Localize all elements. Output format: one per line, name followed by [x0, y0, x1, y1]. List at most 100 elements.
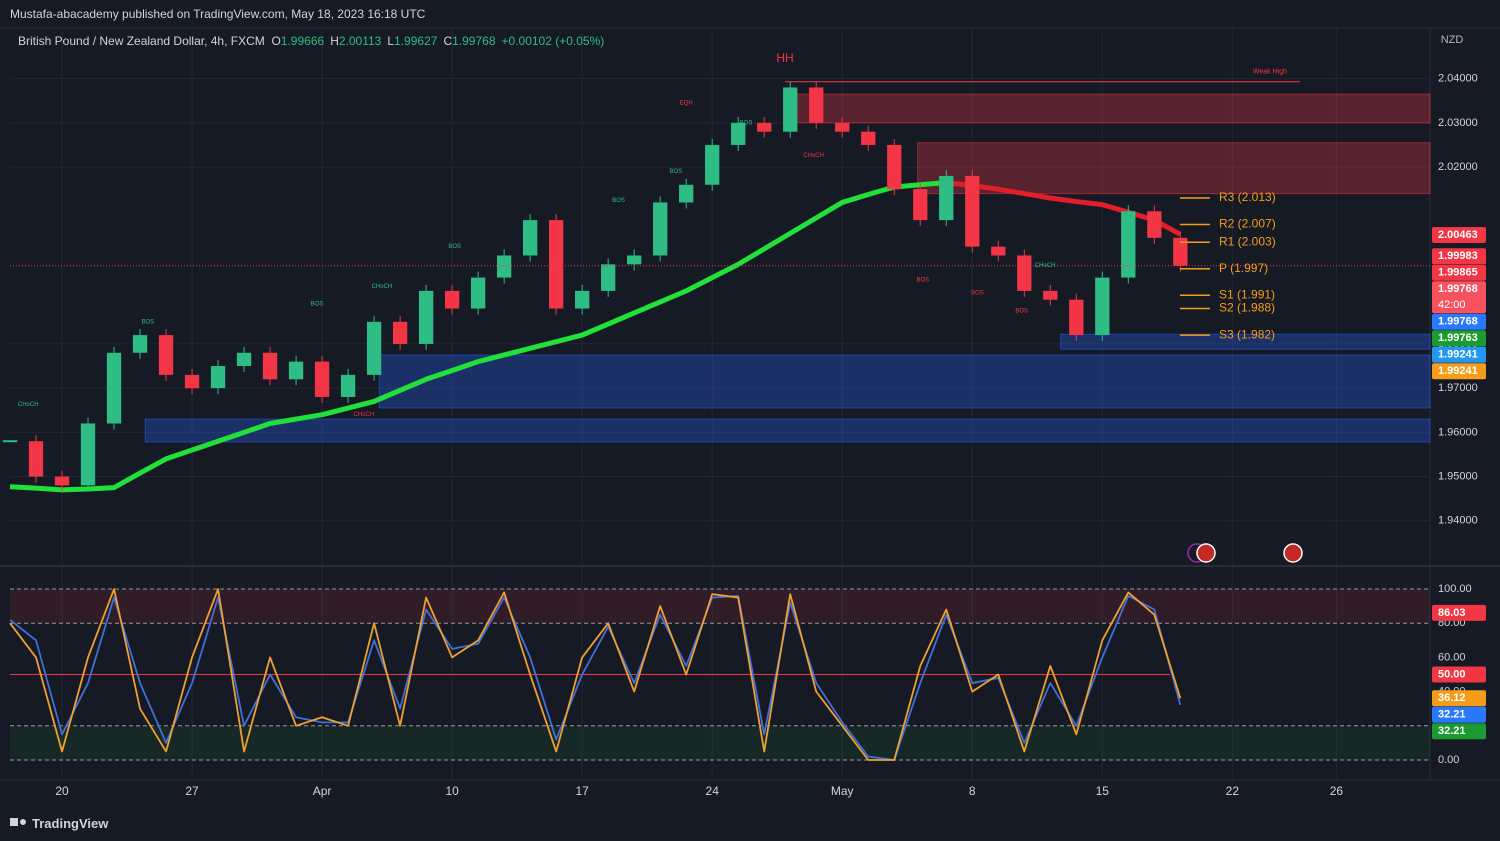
- y-tick-label: 2.02000: [1438, 161, 1478, 173]
- weak-high-label: Weak High: [1253, 69, 1287, 76]
- pivot-label: S3 (1.982): [1219, 327, 1275, 341]
- candle: [522, 220, 538, 256]
- candle: [418, 290, 434, 344]
- candle: [1017, 255, 1032, 291]
- structure-label: CHoCH: [372, 284, 393, 290]
- price-tag: [1432, 346, 1486, 363]
- candle: [262, 352, 278, 380]
- moving-average: [945, 180, 1182, 237]
- candle: [54, 476, 70, 486]
- price-tag-label: 2.00463: [1438, 229, 1478, 241]
- zone: [784, 93, 1431, 124]
- candle: [184, 374, 200, 389]
- price-tag: [1432, 248, 1486, 265]
- zone: [1060, 333, 1431, 350]
- y-tick-label: 1.96000: [1438, 426, 1478, 438]
- ohlc-value: 1.99627: [394, 34, 438, 48]
- structure-label: CHoCH: [1035, 263, 1056, 269]
- x-tick-label: 27: [185, 784, 199, 798]
- x-tick-label: May: [831, 784, 854, 798]
- price-tag-label: 1.99865: [1438, 267, 1478, 279]
- price-tag: [1432, 313, 1486, 330]
- candle: [366, 321, 382, 375]
- ohlc-key: L: [387, 34, 395, 48]
- candle: [757, 122, 772, 132]
- ohlc-key: C: [443, 34, 453, 48]
- y-tick-label: 60.00: [1438, 651, 1466, 663]
- candle: [106, 352, 122, 424]
- structure-label: BOS: [669, 169, 682, 175]
- candle: [1095, 277, 1110, 336]
- price-tag-label: 1.99241: [1438, 349, 1478, 361]
- symbol-legend: British Pound / New Zealand Dollar, 4h, …: [18, 34, 610, 48]
- candle: [80, 423, 96, 486]
- candle: [861, 131, 876, 145]
- x-tick-label: 20: [55, 784, 69, 798]
- symbol: British Pound / New Zealand Dollar, 4h, …: [18, 34, 265, 48]
- moving-average: [9, 180, 947, 493]
- x-tick-label: 15: [1096, 784, 1110, 798]
- candle: [1121, 211, 1136, 278]
- y-tick-label: 100.00: [1438, 583, 1472, 595]
- candle: [887, 144, 902, 190]
- structure-label: CHoCH: [803, 153, 824, 159]
- logo-part: [10, 818, 18, 826]
- structure-label: EQH: [680, 101, 693, 107]
- pivot-label: S1 (1.991): [1219, 287, 1275, 301]
- candle: [991, 246, 1006, 256]
- value-tag-label: 86.03: [1438, 607, 1466, 619]
- candle: [835, 122, 850, 132]
- x-tick-label: Apr: [313, 784, 332, 798]
- candle: [731, 122, 746, 145]
- candle: [965, 175, 980, 247]
- value-tag-label: 32.21: [1438, 725, 1466, 737]
- candle: [705, 144, 720, 185]
- price-tag: [1432, 330, 1486, 347]
- pivot-label: R3 (2.013): [1219, 190, 1276, 204]
- price-tag: [1432, 264, 1486, 281]
- candle: [913, 189, 928, 221]
- x-tick-label: 26: [1330, 784, 1344, 798]
- x-tick-label: 22: [1226, 784, 1240, 798]
- structure-label: BOS: [917, 277, 930, 283]
- event-icon[interactable]: [1283, 543, 1303, 563]
- countdown: 42:00: [1438, 299, 1466, 311]
- ohlc-value: 2.00113: [338, 34, 382, 48]
- flag-icons: [1187, 543, 1303, 563]
- candle: [2, 440, 18, 443]
- oscillator-line: [9, 588, 1182, 761]
- candle: [340, 374, 356, 397]
- ohlc-value: 1.99666: [280, 34, 325, 48]
- price-tag-label: 1.99241: [1438, 365, 1478, 377]
- structure-label: CHoCH: [18, 402, 39, 408]
- x-tick-label: 24: [706, 784, 720, 798]
- publisher: Mustafa-abacademy published on TradingVi…: [10, 7, 426, 21]
- candle: [1043, 290, 1058, 300]
- candle: [549, 220, 564, 309]
- zone: [378, 354, 1431, 409]
- x-tick-label: 8: [969, 784, 976, 798]
- footer: TradingView: [32, 816, 109, 831]
- candle: [392, 321, 408, 344]
- ohlc-key: H: [330, 34, 339, 48]
- ohlc-value: 1.99768: [452, 34, 496, 48]
- candle: [158, 335, 174, 375]
- tv-logo: [10, 818, 26, 826]
- structure-label: BOS: [1015, 308, 1028, 314]
- y-tick-label: 1.94000: [1438, 515, 1478, 527]
- price-change: +0.00102 (+0.05%): [501, 34, 605, 48]
- candle: [809, 87, 824, 123]
- candle: [28, 441, 44, 477]
- zone: [917, 142, 1431, 195]
- structure-label: BOS: [740, 120, 753, 126]
- value-tag-label: 36.12: [1438, 692, 1466, 704]
- event-icon[interactable]: [1196, 543, 1216, 563]
- price-tag: [1432, 227, 1486, 244]
- logo-part: [20, 819, 26, 825]
- candle: [1069, 299, 1084, 336]
- price-tag: [1432, 281, 1486, 314]
- candle: [1147, 211, 1162, 238]
- candle: [496, 255, 512, 278]
